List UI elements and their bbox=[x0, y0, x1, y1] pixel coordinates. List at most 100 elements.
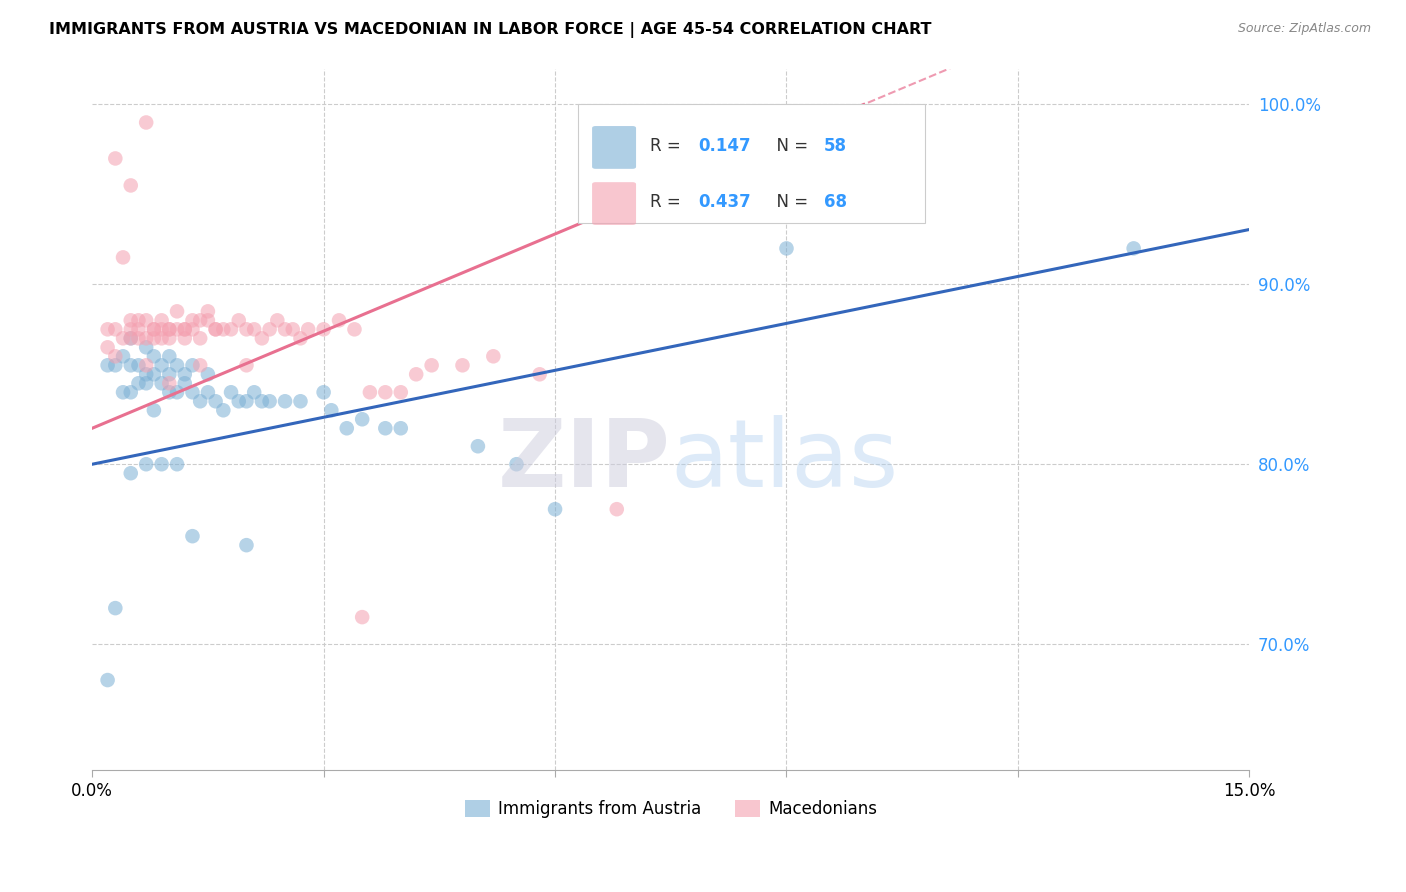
Point bbox=[188, 313, 211, 327]
Point bbox=[328, 313, 350, 327]
Point bbox=[259, 394, 281, 409]
Point bbox=[120, 322, 142, 336]
Text: 0.147: 0.147 bbox=[699, 136, 751, 154]
Point bbox=[181, 322, 204, 336]
Point bbox=[181, 385, 204, 400]
Text: N =: N = bbox=[766, 136, 813, 154]
Point bbox=[297, 322, 319, 336]
Point bbox=[173, 331, 195, 345]
Point bbox=[290, 394, 312, 409]
Point bbox=[274, 322, 297, 336]
Point bbox=[281, 322, 304, 336]
Point bbox=[135, 340, 157, 354]
Point bbox=[127, 376, 149, 391]
Point bbox=[127, 322, 149, 336]
Text: R =: R = bbox=[650, 193, 686, 211]
Text: 68: 68 bbox=[824, 193, 846, 211]
Point bbox=[204, 394, 226, 409]
Point bbox=[120, 331, 142, 345]
Point bbox=[150, 376, 173, 391]
Point bbox=[104, 322, 127, 336]
Point bbox=[312, 322, 335, 336]
Point bbox=[157, 322, 180, 336]
Point bbox=[343, 322, 366, 336]
Point bbox=[505, 457, 527, 471]
Point bbox=[389, 421, 412, 435]
Point bbox=[166, 359, 188, 373]
Point bbox=[352, 412, 374, 426]
Point bbox=[142, 403, 165, 417]
Point bbox=[157, 385, 180, 400]
Point bbox=[112, 385, 135, 400]
Point bbox=[120, 331, 142, 345]
Point bbox=[166, 385, 188, 400]
Point bbox=[135, 331, 157, 345]
Point bbox=[120, 178, 142, 193]
Text: R =: R = bbox=[650, 136, 686, 154]
Point bbox=[529, 368, 551, 382]
Point bbox=[97, 322, 120, 336]
Point bbox=[336, 421, 359, 435]
Point bbox=[150, 331, 173, 345]
Point bbox=[420, 359, 443, 373]
Point bbox=[127, 313, 149, 327]
Text: 58: 58 bbox=[824, 136, 846, 154]
Point bbox=[135, 359, 157, 373]
Point bbox=[120, 467, 142, 481]
Point bbox=[606, 502, 628, 516]
Point bbox=[250, 394, 273, 409]
Point bbox=[290, 331, 312, 345]
Point bbox=[135, 313, 157, 327]
Point bbox=[112, 349, 135, 363]
Point bbox=[374, 421, 396, 435]
Point bbox=[212, 403, 235, 417]
Point bbox=[312, 385, 335, 400]
Point bbox=[150, 457, 173, 471]
FancyBboxPatch shape bbox=[592, 126, 636, 169]
Point bbox=[228, 394, 250, 409]
Point bbox=[157, 331, 180, 345]
Point bbox=[120, 313, 142, 327]
Point bbox=[157, 349, 180, 363]
Point bbox=[405, 368, 427, 382]
Point bbox=[166, 457, 188, 471]
Point bbox=[235, 394, 257, 409]
Point bbox=[97, 673, 120, 687]
Point bbox=[112, 331, 135, 345]
Point bbox=[97, 359, 120, 373]
Point bbox=[389, 385, 412, 400]
Text: Source: ZipAtlas.com: Source: ZipAtlas.com bbox=[1237, 22, 1371, 36]
Point bbox=[135, 115, 157, 129]
Point bbox=[374, 385, 396, 400]
FancyBboxPatch shape bbox=[578, 103, 925, 223]
Point bbox=[235, 322, 257, 336]
Point bbox=[97, 340, 120, 354]
Point bbox=[259, 322, 281, 336]
Point bbox=[266, 313, 288, 327]
Point bbox=[188, 331, 211, 345]
Point bbox=[166, 304, 188, 318]
Point bbox=[157, 322, 180, 336]
Point bbox=[188, 394, 211, 409]
Point bbox=[173, 376, 195, 391]
Point bbox=[181, 313, 204, 327]
Point bbox=[104, 152, 127, 166]
Point bbox=[197, 368, 219, 382]
Point bbox=[135, 376, 157, 391]
Point bbox=[104, 601, 127, 615]
Text: atlas: atlas bbox=[671, 416, 898, 508]
Point bbox=[120, 359, 142, 373]
Point bbox=[1122, 241, 1144, 255]
Point bbox=[197, 313, 219, 327]
Point bbox=[142, 322, 165, 336]
Point bbox=[197, 385, 219, 400]
Text: 0.437: 0.437 bbox=[699, 193, 751, 211]
Point bbox=[127, 331, 149, 345]
Point bbox=[173, 322, 195, 336]
Point bbox=[120, 385, 142, 400]
Point bbox=[544, 502, 567, 516]
Point bbox=[188, 359, 211, 373]
Point bbox=[235, 359, 257, 373]
Point bbox=[142, 349, 165, 363]
Text: N =: N = bbox=[766, 193, 813, 211]
